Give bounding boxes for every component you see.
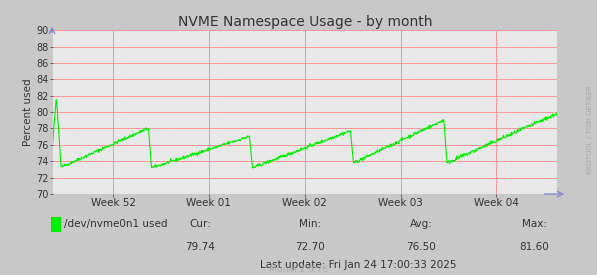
Text: Munin 2.0.76: Munin 2.0.76	[269, 265, 328, 274]
Y-axis label: Percent used: Percent used	[23, 78, 33, 146]
Text: 79.74: 79.74	[185, 243, 215, 252]
Text: Last update: Fri Jan 24 17:00:33 2025: Last update: Fri Jan 24 17:00:33 2025	[260, 260, 457, 270]
Text: 76.50: 76.50	[406, 243, 436, 252]
Text: Avg:: Avg:	[410, 219, 432, 229]
Text: Max:: Max:	[522, 219, 547, 229]
Text: Min:: Min:	[299, 219, 322, 229]
Title: NVME Namespace Usage - by month: NVME Namespace Usage - by month	[177, 15, 432, 29]
Text: 81.60: 81.60	[519, 243, 549, 252]
Text: /dev/nvme0n1 used: /dev/nvme0n1 used	[64, 219, 168, 229]
Text: Cur:: Cur:	[189, 219, 211, 229]
Text: RRDTOOL / TOBI OETIKER: RRDTOOL / TOBI OETIKER	[587, 85, 593, 174]
Text: 72.70: 72.70	[296, 243, 325, 252]
